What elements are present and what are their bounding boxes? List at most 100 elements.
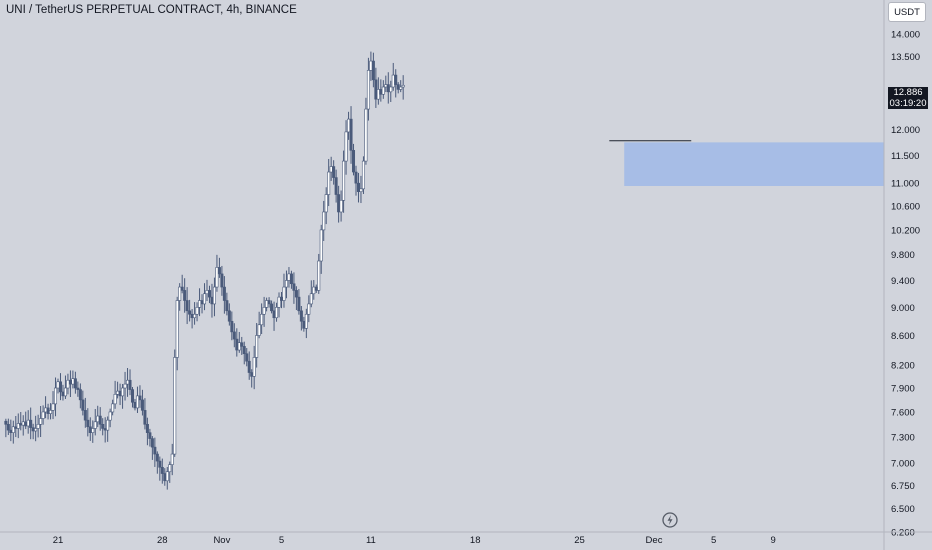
candle-body	[190, 313, 194, 319]
candle-body	[58, 381, 62, 393]
candle-body	[183, 290, 187, 301]
candle-body	[118, 390, 122, 397]
candle-body	[225, 300, 229, 312]
price-tick-label: 13.500	[891, 52, 920, 63]
price-tick-label: 7.000	[891, 458, 915, 469]
demand-zone-layer	[624, 142, 884, 187]
candle-body	[374, 79, 378, 100]
price-tick-label: 11.500	[891, 151, 919, 162]
candle-body	[4, 420, 8, 425]
candle-body	[222, 286, 226, 301]
candle-body	[185, 300, 189, 312]
currency-selector[interactable]: USDT	[888, 2, 926, 22]
candle-body	[329, 166, 333, 173]
lightning-circle-icon[interactable]	[662, 512, 678, 528]
candle-body	[272, 310, 276, 319]
candle-body	[386, 84, 390, 93]
candle-body	[160, 466, 164, 474]
candle-body	[302, 320, 306, 329]
candle-body	[128, 379, 132, 390]
candle-body	[257, 324, 261, 336]
candle-body	[309, 293, 313, 305]
candle-body	[322, 211, 326, 231]
candle-body	[163, 473, 167, 482]
candle-body	[299, 310, 303, 322]
candle-body	[39, 418, 43, 425]
candle-body	[289, 273, 293, 285]
candle-body	[56, 381, 60, 389]
price-tick-label: 7.300	[891, 432, 915, 443]
candle-body	[327, 171, 331, 195]
candle-body	[212, 286, 216, 305]
candle-body	[6, 423, 10, 431]
candle-body	[376, 89, 380, 100]
candle-body	[364, 108, 368, 162]
candle-body	[366, 70, 370, 110]
candle-body	[138, 395, 142, 401]
price-tick-label: 7.600	[891, 407, 915, 418]
candle-body	[227, 310, 231, 322]
candle-body	[247, 360, 251, 373]
candle-body	[188, 310, 192, 315]
candle-body	[108, 411, 112, 421]
candle-body	[106, 419, 110, 431]
candle-body	[195, 307, 199, 315]
candle-body	[88, 426, 92, 433]
candle-body	[337, 194, 341, 213]
candle-body	[193, 313, 197, 319]
candle-body	[277, 296, 281, 308]
price-tick-label: 8.600	[891, 331, 915, 342]
candle-body	[158, 460, 162, 468]
candle-body	[332, 166, 336, 178]
price-tick-label: 6.500	[891, 504, 915, 515]
candle-body	[96, 415, 100, 423]
time-tick-label: 9	[771, 535, 776, 546]
candle-body	[265, 300, 269, 308]
candle-body	[78, 389, 82, 401]
candle-body	[369, 60, 373, 71]
candle-body	[384, 84, 388, 88]
candle-body	[399, 86, 403, 90]
candle-body	[361, 160, 365, 190]
candle-body	[349, 118, 353, 151]
candle-body	[324, 194, 328, 213]
time-tick-label: 5	[711, 535, 716, 546]
candle-body	[44, 407, 48, 413]
candle-body	[170, 453, 174, 465]
candle-body	[371, 60, 375, 81]
time-tick-label: 25	[574, 535, 585, 546]
candle-body	[135, 395, 139, 409]
candle-body	[86, 419, 90, 428]
candle-body	[131, 389, 135, 403]
candle-body	[73, 378, 77, 389]
candle-body	[381, 86, 385, 95]
candle-body	[242, 346, 246, 355]
candle-body	[36, 423, 40, 429]
candle-body	[180, 286, 184, 291]
candle-body	[93, 421, 97, 429]
candle-body	[304, 313, 308, 329]
candle-body	[307, 303, 311, 315]
candles-layer	[4, 51, 405, 490]
candle-body	[401, 84, 405, 88]
candle-body	[314, 286, 318, 291]
candle-body	[215, 267, 219, 288]
candle-body	[173, 357, 177, 455]
candle-body	[354, 171, 358, 184]
candle-body	[319, 229, 323, 262]
candle-body	[356, 182, 360, 192]
candle-body	[255, 335, 259, 358]
candle-body	[68, 379, 72, 385]
candle-body	[389, 86, 393, 93]
candle-body	[203, 293, 207, 305]
price-axis-layer: 14.00013.50012.50012.00011.50011.00010.6…	[883, 0, 920, 550]
candle-body	[317, 260, 321, 291]
price-tick-label: 10.200	[891, 225, 920, 236]
candle-body	[133, 401, 137, 409]
candle-body	[279, 296, 283, 301]
candle-body	[66, 379, 70, 389]
demand-zone-rect	[624, 142, 884, 187]
candle-body	[46, 407, 50, 414]
candle-body	[14, 426, 18, 429]
